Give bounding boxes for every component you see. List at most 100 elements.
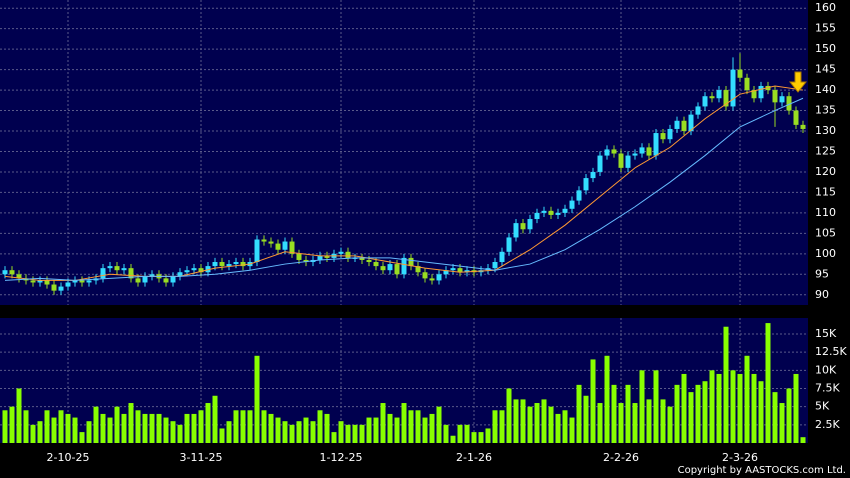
- y-tick-label: 155: [815, 22, 836, 35]
- volume-bar: [254, 355, 260, 443]
- candle-body: [457, 268, 463, 273]
- volume-bar: [569, 417, 575, 443]
- volume-bar: [408, 410, 414, 443]
- volume-bar: [583, 395, 589, 443]
- volume-bar: [240, 410, 246, 443]
- volume-bar: [492, 410, 498, 443]
- candle-body: [681, 120, 687, 132]
- candle-body: [233, 262, 239, 265]
- volume-bar: [359, 424, 365, 443]
- candle-body: [562, 208, 568, 213]
- volume-bar: [212, 395, 218, 443]
- volume-bar: [58, 410, 64, 443]
- y-tick-label: 2.5K: [815, 418, 840, 431]
- volume-bar: [317, 410, 323, 443]
- volume-bar: [443, 424, 449, 443]
- candle-body: [408, 257, 414, 267]
- signal-arrow: [788, 71, 808, 93]
- volume-bar: [128, 403, 134, 443]
- volume-bar: [72, 417, 78, 443]
- volume-bar: [695, 384, 701, 443]
- candle-body: [751, 90, 757, 99]
- volume-bar: [23, 410, 29, 443]
- candle-body: [723, 90, 729, 107]
- y-tick-label: 135: [815, 104, 836, 117]
- volume-bar: [793, 373, 799, 443]
- volume-bar: [667, 406, 673, 443]
- candle-body: [317, 255, 323, 260]
- volume-bar: [310, 421, 316, 443]
- volume-bar: [86, 421, 92, 443]
- volume-bar: [177, 424, 183, 443]
- candle-body: [254, 239, 260, 263]
- volume-bar: [597, 403, 603, 443]
- volume-bar: [450, 435, 456, 443]
- y-tick-label: 140: [815, 83, 836, 96]
- candle-body: [212, 262, 218, 267]
- candle-body: [569, 200, 575, 209]
- candle-body: [429, 278, 435, 281]
- candle-body: [170, 276, 176, 283]
- candle-body: [240, 262, 246, 267]
- volume-bar: [338, 421, 344, 443]
- candle-body: [268, 241, 274, 244]
- y-tick-label: 5K: [815, 400, 830, 413]
- volume-bar: [387, 413, 393, 443]
- x-tick-label: 1-12-25: [320, 451, 363, 464]
- volume-bar: [170, 421, 176, 443]
- volume-bar: [16, 388, 22, 443]
- candle-body: [527, 219, 533, 230]
- candle-body: [86, 280, 92, 283]
- candle-body: [198, 268, 204, 273]
- candle-body: [674, 120, 680, 129]
- candle-body: [9, 270, 15, 275]
- volume-bar: [618, 403, 624, 443]
- candle-body: [44, 280, 50, 285]
- candle-body: [72, 280, 78, 283]
- volume-bar: [674, 384, 680, 443]
- candle-body: [590, 171, 596, 179]
- candle-body: [345, 251, 351, 258]
- volume-bar: [520, 399, 526, 443]
- candle-body: [16, 274, 22, 279]
- volume-bar: [779, 403, 785, 443]
- volume-bar: [471, 432, 477, 443]
- volume-bar: [380, 403, 386, 443]
- candle-body: [758, 85, 764, 99]
- candle-body: [695, 106, 701, 115]
- volume-bar: [660, 399, 666, 443]
- volume-bar: [639, 370, 645, 443]
- volume-bar: [191, 413, 197, 443]
- candle-body: [702, 96, 708, 107]
- volume-bar: [555, 413, 561, 443]
- volume-bar: [527, 406, 533, 443]
- candle-body: [191, 268, 197, 271]
- volume-bar: [590, 359, 596, 443]
- candle-body: [282, 241, 288, 250]
- candle-body: [688, 114, 694, 132]
- volume-bar: [772, 392, 778, 443]
- candle-body: [142, 276, 148, 283]
- candle-body: [555, 212, 561, 215]
- volume-bar: [289, 424, 295, 443]
- candle-body: [79, 280, 85, 283]
- candle-body: [604, 149, 610, 156]
- candle-body: [338, 251, 344, 254]
- candle-body: [114, 266, 120, 271]
- candle-body: [415, 266, 421, 273]
- volume-bar: [324, 413, 330, 443]
- candle-body: [625, 155, 631, 168]
- y-tick-label: 95: [815, 267, 829, 280]
- volume-bar: [632, 403, 638, 443]
- y-tick-label: 7.5K: [815, 381, 840, 394]
- candle-body: [30, 280, 36, 283]
- volume-bar: [716, 373, 722, 443]
- candle-body: [121, 268, 127, 271]
- volume-bar: [184, 413, 190, 443]
- y-tick-label: 145: [815, 63, 836, 76]
- volume-bar: [394, 417, 400, 443]
- y-tick-label: 90: [815, 288, 829, 301]
- volume-bar: [9, 406, 15, 443]
- candle-body: [506, 237, 512, 252]
